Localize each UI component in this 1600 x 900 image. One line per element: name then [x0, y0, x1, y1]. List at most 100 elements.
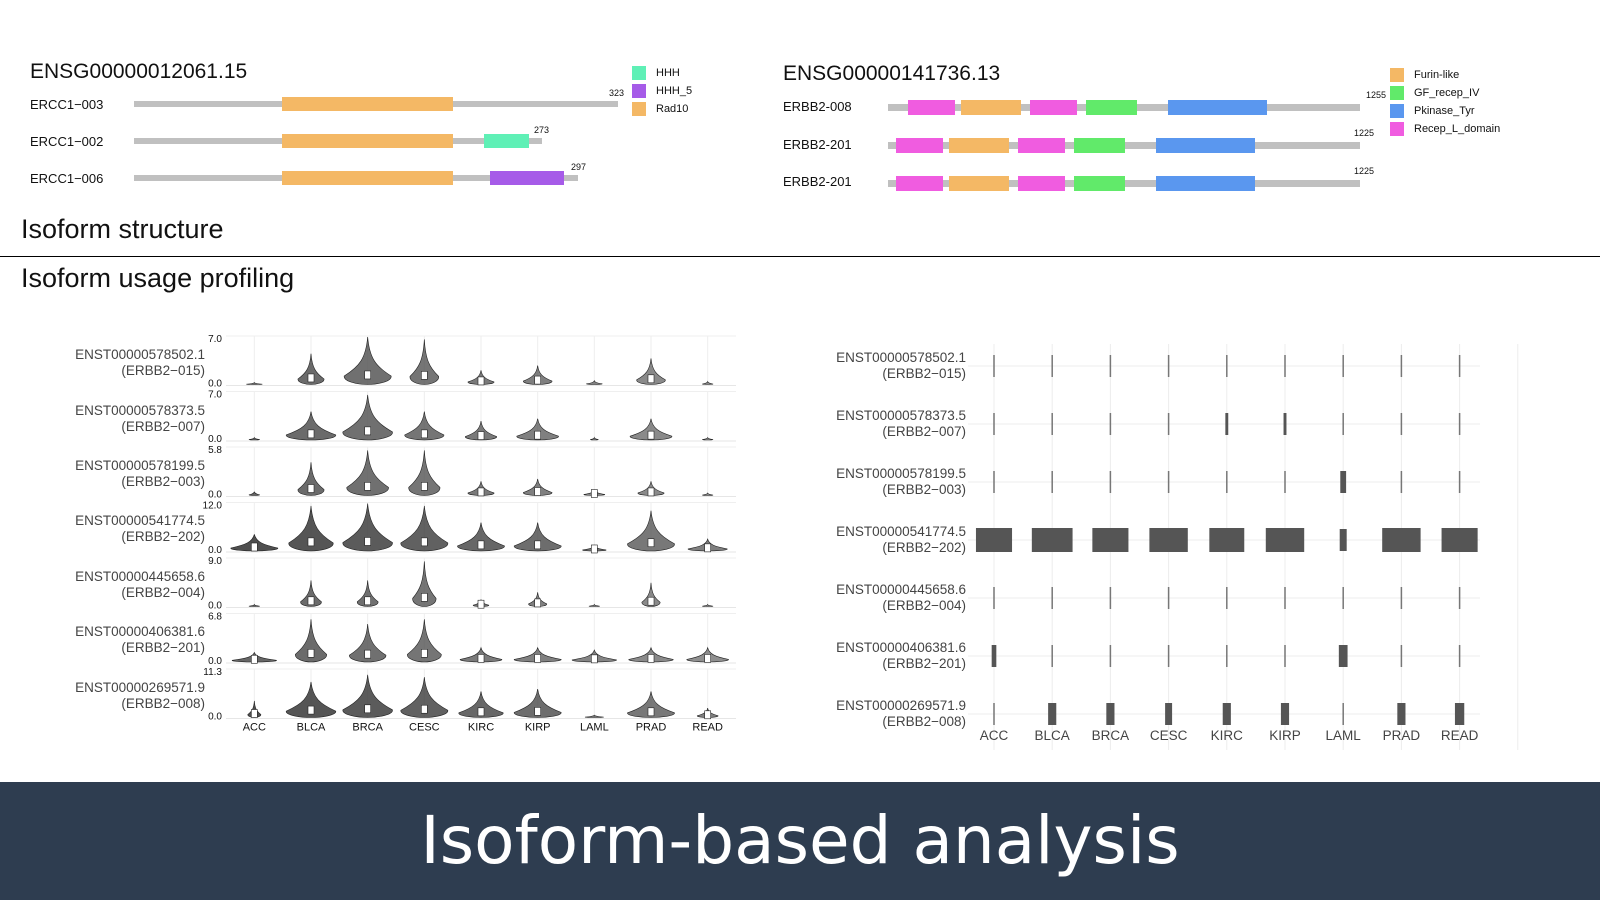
domain-pkinase-tyr	[1168, 100, 1267, 115]
footer-banner: Isoform-based analysis	[0, 782, 1600, 900]
legend-item: GF_recep_IV	[1390, 84, 1500, 102]
bar-mark	[1400, 645, 1403, 667]
domain-gf-recep-iv	[1086, 100, 1137, 115]
legend-swatch	[1390, 68, 1404, 82]
violin-mark	[400, 677, 449, 718]
domain-recep-l	[1030, 100, 1077, 115]
violin-box	[307, 373, 315, 383]
bar-mark	[1283, 413, 1287, 435]
violin-mark	[297, 353, 325, 385]
bar-mark	[1225, 413, 1229, 435]
violin-row-label: ENST00000445658.6 (ERBB2−004)	[75, 569, 205, 600]
domain-pkinase-tyr	[1156, 176, 1255, 191]
isoform-length: 273	[534, 125, 550, 135]
domain-furin-like	[949, 176, 1009, 191]
isoform-length: 1255	[1366, 90, 1387, 100]
violin-mark	[343, 336, 392, 385]
bar-mark	[1051, 355, 1053, 377]
violin-mark	[702, 603, 714, 607]
x-tick-label: BRCA	[1092, 728, 1130, 743]
violin-mark	[342, 674, 393, 718]
isoform-label: ERBB2-008	[783, 99, 852, 114]
bar-mark	[1397, 703, 1406, 725]
y-tick-label: 7.0	[208, 334, 222, 345]
x-tick-label: CESC	[409, 722, 440, 734]
violin-box	[534, 654, 541, 663]
violin-row-label: ENST00000406381.6 (ERBB2−201)	[75, 624, 205, 655]
bar-mark	[1051, 471, 1053, 493]
bar-mark	[1051, 645, 1053, 667]
bar-mark	[1109, 355, 1112, 377]
violin-box	[534, 707, 541, 716]
violin-box	[364, 649, 371, 659]
violin-box	[251, 709, 258, 718]
domain-pkinase-tyr	[1156, 138, 1255, 153]
legend-swatch	[1390, 122, 1404, 136]
violin-box	[307, 429, 315, 439]
violin-box	[421, 371, 428, 380]
bar-mark	[1222, 703, 1231, 725]
isoform-structure-erbb2	[888, 100, 1360, 191]
bar-mark	[1458, 587, 1461, 609]
bar-mark	[1109, 587, 1112, 609]
violin-mark	[586, 379, 603, 385]
x-tick-label: KIRC	[1211, 728, 1244, 743]
violin-box	[307, 484, 315, 493]
legend-label: Pkinase_Tyr	[1414, 105, 1475, 117]
section-title-structure: Isoform structure	[21, 214, 224, 244]
violin-mark	[246, 381, 263, 385]
violin-mark	[516, 418, 559, 441]
violin-mark	[627, 510, 675, 552]
bar-mark	[1284, 355, 1286, 377]
legend-item: HHH_5	[632, 82, 692, 100]
violin-box	[647, 596, 655, 606]
domain-recep-l	[1018, 138, 1065, 153]
violin-mark	[702, 492, 714, 496]
footer-title: Isoform-based analysis	[420, 802, 1180, 879]
section-title-usage: Isoform usage profiling	[21, 263, 295, 293]
legend-item: Rad10	[632, 100, 692, 118]
bar-mark	[1048, 703, 1057, 725]
isoform-length: 1225	[1354, 128, 1375, 138]
y-tick-label: 0.0	[208, 545, 222, 556]
bar-row-label: ENST00000541774.5 (ERBB2−202)	[836, 524, 966, 555]
domain-gf-recep-iv	[1074, 138, 1125, 153]
bar-mark	[1280, 703, 1290, 725]
legend-item: Recep_L_domain	[1390, 120, 1500, 138]
legend-swatch	[1390, 104, 1404, 118]
bar-row-label: ENST00000578199.5 (ERBB2−003)	[836, 466, 966, 497]
x-tick-label: LAML	[1326, 728, 1362, 743]
bar-mark	[1458, 471, 1461, 493]
bar-mark	[1167, 355, 1170, 377]
legend-label: GF_recep_IV	[1414, 87, 1480, 99]
legend-label: Rad10	[656, 103, 689, 115]
violin-mark	[641, 582, 661, 607]
x-tick-label: READ	[692, 722, 723, 734]
violin-box	[364, 537, 371, 546]
legend-swatch	[1390, 86, 1404, 100]
violin-box	[704, 710, 711, 720]
violin-mark	[248, 603, 260, 607]
x-tick-label: BRCA	[352, 722, 383, 734]
violin-mark	[408, 450, 441, 496]
bar-mark	[993, 413, 995, 435]
violin-box	[421, 704, 428, 714]
domain-gf-recep-iv	[1074, 176, 1125, 191]
violin-mark	[465, 420, 497, 441]
domain-furin-like	[949, 138, 1009, 153]
bar-chart: ACC BLCA BRCA CESC KIRC KIRP LAML PRAD READ	[968, 344, 1519, 750]
violin-mark	[248, 436, 260, 441]
isoform-label: ERCC1−002	[30, 134, 104, 149]
x-tick-label: CESC	[1150, 728, 1188, 743]
violin-box	[647, 654, 655, 663]
bar-mark	[1338, 645, 1348, 667]
violin-mark	[285, 681, 337, 718]
violin-box	[591, 654, 598, 664]
y-tick-label: 0.0	[208, 490, 222, 501]
violin-box	[534, 430, 541, 440]
violin-box	[421, 649, 428, 658]
violin-mark	[400, 505, 449, 552]
domain-rad10	[282, 134, 453, 148]
bar-mark	[1342, 413, 1344, 435]
violin-mark	[288, 505, 334, 552]
